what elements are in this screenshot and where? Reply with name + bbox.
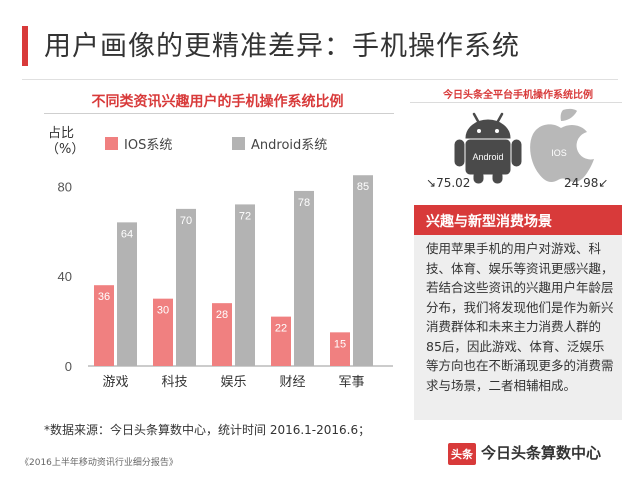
insight-panel-title: 兴趣与新型消费场景 <box>426 214 552 230</box>
x-tick-label: 财经 <box>279 375 305 390</box>
bar-android-0 <box>117 222 137 366</box>
report-title: 《2016上半年移动资讯行业细分报告》 <box>20 458 178 468</box>
y-axis-label-line-2: （%） <box>46 142 85 157</box>
bar-value-label: 64 <box>121 228 133 240</box>
bar-ios-2 <box>212 303 232 366</box>
toutiao-logo-text: 今日头条算数中心 <box>481 444 602 462</box>
toutiao-logo-badge: 头条 <box>451 448 473 461</box>
y-tick-label: 0 <box>65 359 72 374</box>
chart-title: 不同类资讯兴趣用户的手机操作系统比例 <box>91 94 344 110</box>
bar-android-1 <box>176 208 196 366</box>
bar-android-3 <box>294 190 314 366</box>
bar-value-label: 28 <box>216 309 228 321</box>
title-accent-bar <box>22 26 28 66</box>
header-divider <box>22 79 618 80</box>
legend-label-ios: IOS系统 <box>124 138 173 153</box>
bar-value-label: 72 <box>239 210 251 222</box>
y-axis-label-line-1: 占比 <box>47 126 74 141</box>
ios-icon-label: IOS <box>551 148 567 158</box>
ios-share-value: 24.98↙ <box>564 176 609 190</box>
chart-title-divider <box>44 113 394 114</box>
bar-android-2 <box>235 204 255 366</box>
insight-panel-body: 使用苹果手机的用户对游戏、科技、体育、娱乐等资讯更感兴趣，若结合这些资讯的兴趣用… <box>426 241 614 393</box>
bar-value-label: 30 <box>157 305 169 317</box>
platform-share-title: 今日头条全平台手机操作系统比例 <box>443 90 593 101</box>
android-share-value: ↘75.02 <box>426 176 471 190</box>
insight-panel: 兴趣与新型消费场景 使用苹果手机的用户对游戏、科技、体育、娱乐等资讯更感兴趣，若… <box>414 205 622 420</box>
android-robot-icon: Android <box>454 112 522 184</box>
x-tick-label: 娱乐 <box>220 375 246 390</box>
x-tick-label: 科技 <box>161 375 187 390</box>
down-arrow-icon: ↙ <box>598 176 609 190</box>
android-icon-label: Android <box>472 152 503 162</box>
y-tick-label: 80 <box>58 179 72 194</box>
legend-swatch-android <box>232 137 245 150</box>
toutiao-logo: 头条 <box>448 443 476 465</box>
bar-value-label: 85 <box>357 181 369 193</box>
bar-ios-3 <box>271 316 291 366</box>
bar-android-4 <box>353 175 373 366</box>
y-tick-label: 40 <box>58 269 72 284</box>
page-title: 用户画像的更精准差异：手机操作系统 <box>44 31 520 62</box>
legend-label-android: Android系统 <box>251 138 328 153</box>
data-source-note: *数据来源：今日头条算数中心，统计时间 2016.1-2016.6； <box>44 423 371 437</box>
x-tick-label: 军事 <box>338 375 364 390</box>
y-axis-label: 占比 （%） <box>46 126 85 158</box>
bar-ios-1 <box>153 298 173 366</box>
bar-value-label: 78 <box>298 197 310 209</box>
bar-value-label: 15 <box>334 338 346 350</box>
bar-value-label: 70 <box>180 215 192 227</box>
bar-value-label: 36 <box>98 291 110 303</box>
down-arrow-icon: ↘ <box>426 176 437 190</box>
x-tick-label: 游戏 <box>102 375 128 390</box>
platform-share-divider <box>410 102 622 103</box>
apple-logo-icon: IOS <box>530 108 594 182</box>
bar-ios-0 <box>94 285 114 366</box>
bar-ios-4 <box>330 332 350 366</box>
bar-chart: 0 40 80 36 64 游戏 30 70 科技 28 72 娱乐 22 78 财经 15 85 军事 <box>58 175 393 390</box>
insight-panel-header <box>414 205 622 235</box>
bar-value-label: 22 <box>275 323 287 335</box>
legend-swatch-ios <box>105 137 118 150</box>
